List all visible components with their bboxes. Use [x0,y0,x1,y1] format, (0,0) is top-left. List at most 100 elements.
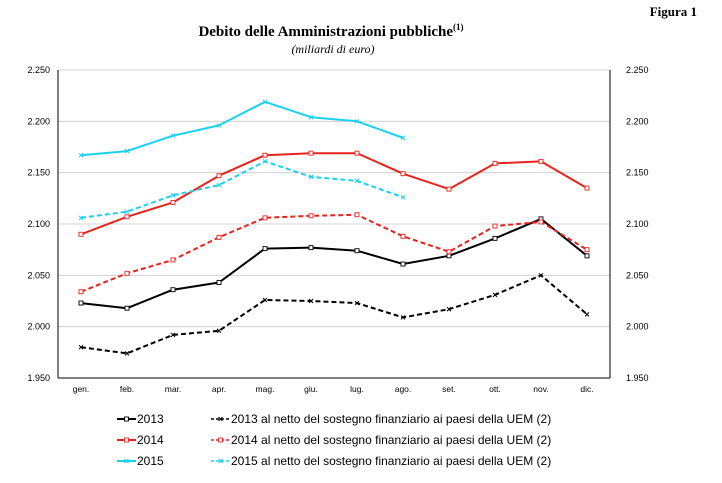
y-tick-label-right: 2.200 [626,116,649,126]
data-point [584,185,590,191]
series-line [80,217,588,310]
y-tick-label-left: 2.250 [27,65,50,75]
y-axis-left-ticks: 1.950 2.000 2.050 2.100 2.150 2.200 2.250 [27,65,50,383]
data-point [170,257,176,263]
chart-title-note: (1) [453,22,464,32]
data-point [124,148,130,154]
y-tick-label-right: 2.250 [626,65,649,75]
y-tick-label-left: 2.150 [27,168,50,178]
data-point [492,235,498,241]
x-tick-label: lug. [350,384,364,394]
data-point [492,292,498,298]
legend-label: 2015 al netto del sostegno finanziario a… [231,454,551,468]
data-point [216,280,222,285]
data-point [216,328,222,334]
legend-item: 2014 [117,433,164,447]
legend-item: 2014 al netto del sostegno finanziario a… [211,433,551,447]
series-line [80,152,588,236]
y-axis-right-ticks: 1.950 2.000 2.050 2.100 2.150 2.200 2.250 [626,65,649,383]
y-tick-label-left: 1.950 [27,373,50,383]
y-tick-label-right: 2.050 [626,270,649,280]
data-point [78,289,84,295]
data-point [216,182,222,188]
data-point [262,99,268,105]
x-tick-label: dic. [580,384,593,394]
y-tick-label-left: 2.050 [27,270,50,280]
data-point [400,135,406,141]
data-point [124,305,130,311]
chart-title: Debito delle Amministrazioni pubbliche(1… [198,22,463,40]
data-point [538,272,544,278]
data-point [262,159,268,164]
legend-item: 2013 [117,412,164,426]
series-5 [78,159,406,221]
x-tick-label: mar. [165,384,182,394]
data-point [262,246,268,252]
chart-subtitle: (miliardi di euro) [291,42,374,56]
data-point [78,231,84,237]
y-tick-label-right: 1.950 [626,373,649,383]
y-tick-label-left: 2.100 [27,219,50,229]
data-point [446,253,452,259]
legend-label: 2014 al netto del sostegno finanziario a… [231,433,551,447]
gridlines [58,69,610,379]
legend: 2013 2014 2015 2013 al netto del sostegno f… [117,412,551,468]
data-point [262,215,268,221]
data-point [354,150,360,156]
data-point [584,311,590,317]
legend-marker [218,437,223,443]
legend-item: 2013 al netto del sostegno finanziario a… [211,412,551,426]
data-point [78,300,84,306]
data-point [354,118,360,124]
axes [57,70,611,379]
data-point [400,171,406,177]
x-tick-label: gen. [73,384,90,394]
data-point [308,174,314,180]
data-point [78,152,84,158]
data-point [262,297,268,303]
data-point [400,233,406,239]
data-point [170,199,176,205]
series-1 [78,272,590,356]
data-point [354,212,360,218]
series-line [80,100,404,157]
data-point [354,248,360,254]
data-point [78,215,84,221]
data-point [446,249,452,255]
y-tick-label-left: 2.200 [27,116,50,126]
series-2 [78,150,590,237]
legend-label: 2013 [137,412,164,426]
data-point [538,158,544,164]
x-tick-label: ago. [395,384,412,394]
data-point [170,332,176,338]
figure-label: Figura 1 [650,4,697,19]
data-point [170,287,176,293]
data-point [308,213,314,219]
y-tick-label-right: 2.100 [626,219,649,229]
data-point [538,219,544,225]
series-0 [78,216,590,311]
y-tick-label-right: 2.150 [626,168,649,178]
data-point [354,178,360,184]
data-point [584,247,590,253]
legend-item: 2015 al netto del sostegno finanziario a… [211,454,551,468]
data-point [124,270,130,276]
x-tick-label: apr. [212,384,226,394]
series-3 [78,212,590,295]
series-lines [78,99,590,356]
data-point [124,214,130,220]
legend-marker [218,458,223,464]
data-point [400,315,406,320]
legend-item: 2015 [117,454,164,468]
data-point [446,186,452,192]
data-point [308,150,314,156]
y-tick-label-right: 2.000 [626,322,649,332]
legend-marker [124,458,129,464]
series-4 [78,99,406,158]
series-line [80,213,588,293]
chart-title-text: Debito delle Amministrazioni pubbliche [198,24,453,40]
data-point [492,223,498,229]
legend-label: 2015 [137,454,164,468]
data-point [262,152,268,158]
